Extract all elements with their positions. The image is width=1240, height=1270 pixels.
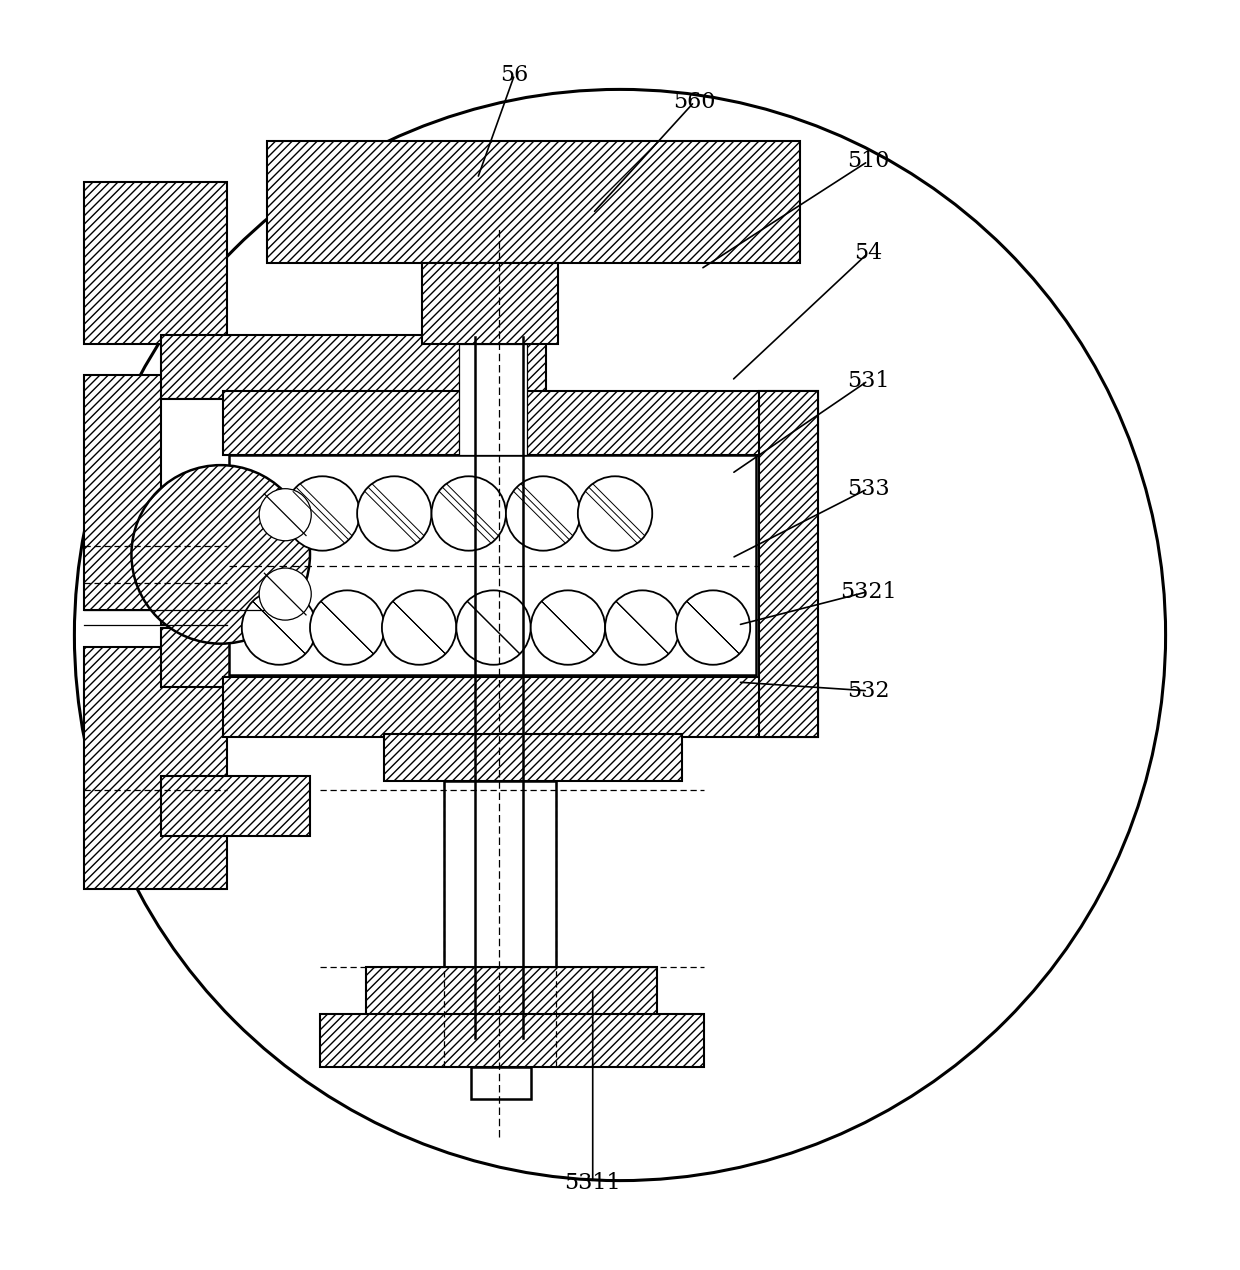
Bar — [161, 776, 310, 836]
Circle shape — [357, 476, 432, 551]
Bar — [384, 734, 682, 781]
Circle shape — [285, 476, 360, 551]
Circle shape — [131, 465, 310, 644]
Text: 560: 560 — [673, 90, 715, 113]
Text: 531: 531 — [847, 370, 889, 392]
Circle shape — [531, 591, 605, 664]
Bar — [471, 1067, 531, 1099]
Circle shape — [259, 489, 311, 541]
Bar — [444, 781, 556, 970]
Bar — [161, 335, 546, 399]
Text: 56: 56 — [501, 64, 528, 85]
Bar — [320, 1015, 704, 1067]
Circle shape — [310, 591, 384, 664]
Circle shape — [242, 591, 316, 664]
Bar — [267, 141, 800, 263]
Text: 533: 533 — [847, 478, 889, 499]
Circle shape — [259, 568, 311, 620]
Text: 54: 54 — [854, 243, 882, 264]
Bar — [161, 627, 310, 687]
Text: 510: 510 — [847, 150, 889, 173]
Bar — [759, 391, 818, 737]
Circle shape — [456, 591, 531, 664]
Circle shape — [432, 476, 506, 551]
Bar — [366, 968, 657, 1017]
Circle shape — [605, 591, 680, 664]
Circle shape — [676, 591, 750, 664]
Bar — [459, 344, 527, 455]
Bar — [161, 399, 310, 625]
Text: 532: 532 — [847, 679, 889, 702]
Bar — [422, 263, 558, 344]
Circle shape — [578, 476, 652, 551]
Circle shape — [382, 591, 456, 664]
Bar — [84, 648, 227, 889]
Bar — [229, 455, 756, 674]
Bar — [223, 391, 818, 455]
Circle shape — [74, 89, 1166, 1181]
Circle shape — [506, 476, 580, 551]
Bar — [84, 183, 227, 344]
Bar — [223, 677, 818, 737]
Bar — [84, 375, 227, 610]
Text: 5311: 5311 — [564, 1172, 621, 1194]
Text: 5321: 5321 — [839, 580, 897, 602]
